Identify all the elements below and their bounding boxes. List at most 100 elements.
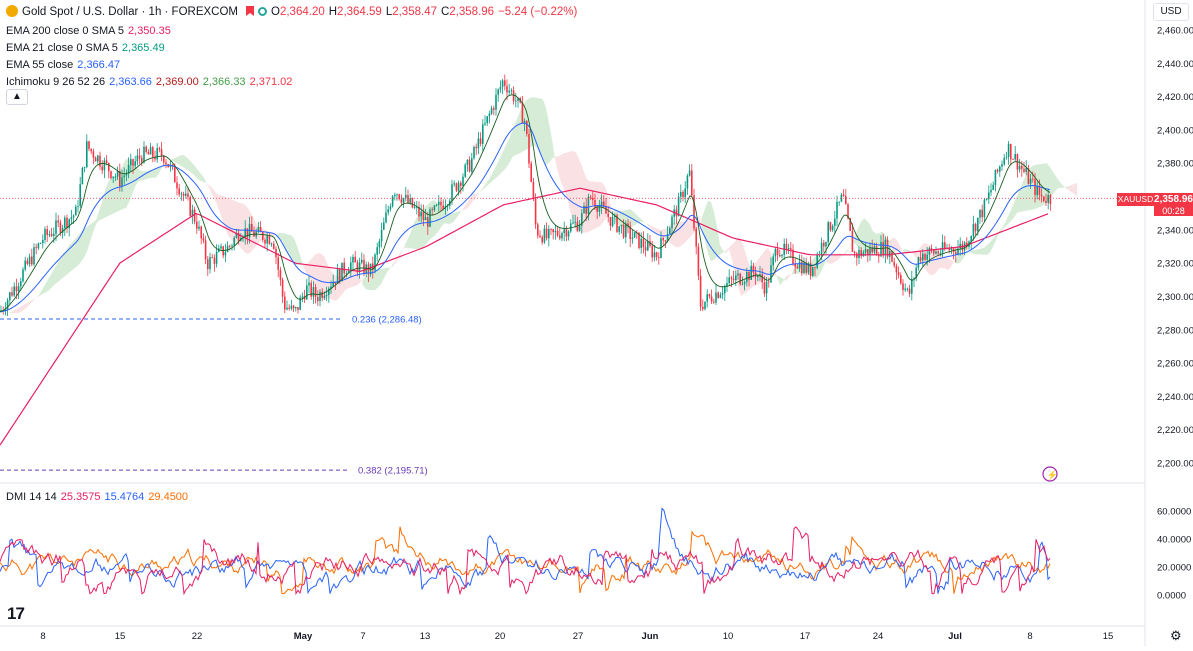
candle-body (200, 226, 202, 239)
time-tick-label: Jul (948, 631, 962, 642)
candle-body (983, 199, 986, 218)
candle-body (64, 217, 66, 229)
candle-body (948, 247, 950, 251)
ichimoku-cloud-segment (477, 191, 480, 196)
ichimoku-cloud-segment (711, 201, 714, 262)
candle-body (160, 149, 163, 157)
candle-body (578, 225, 581, 231)
candle-body (939, 252, 942, 254)
candle-body (297, 307, 299, 310)
candle-body (99, 155, 101, 167)
indicator-ema21[interactable]: EMA 21 close 0 SMA 5 2,365.49 (6, 41, 169, 55)
dmi-legend[interactable]: DMI 14 14 25.3575 15.4764 29.4500 (6, 490, 192, 504)
candle-body (61, 228, 64, 233)
time-tick-label: 15 (1103, 631, 1114, 642)
candle-body (803, 262, 805, 274)
price-tick-label: 2,320.00 (1157, 259, 1193, 270)
candle-body (79, 184, 81, 207)
ichimoku-cloud-segment (837, 253, 840, 261)
candle-body (191, 209, 194, 216)
candle-body (53, 233, 55, 237)
ichimoku-cloud-segment (546, 107, 549, 166)
currency-selector[interactable]: USD (1153, 3, 1189, 21)
candle-body (554, 230, 557, 233)
candle-body (473, 146, 475, 159)
candle-body (0, 310, 2, 312)
candle-body (583, 205, 585, 214)
candle-body (902, 283, 904, 291)
indicator-ichimoku[interactable]: Ichimoku 9 26 52 26 2,363.66 2,369.00 2,366… (6, 75, 296, 89)
ichimoku-cloud-segment (63, 249, 66, 278)
candle-body (246, 228, 249, 238)
candle-body (396, 194, 398, 196)
candle-body (31, 256, 33, 265)
indicator-ema200[interactable]: EMA 200 close 0 SMA 5 2,350.35 (6, 24, 175, 38)
ichimoku-cloud-segment (495, 162, 498, 179)
price-tick-label: 2,260.00 (1157, 359, 1193, 370)
ichimoku-cloud-segment (657, 228, 660, 236)
flag-icon[interactable] (246, 6, 255, 16)
ichimoku-cloud-segment (219, 195, 222, 219)
candle-body (92, 151, 95, 158)
candle-body (477, 138, 480, 149)
price-tag-countdown: 00:28 (1154, 206, 1193, 216)
candle-body (798, 261, 801, 269)
ichimoku-cloud-segment (573, 150, 576, 233)
candle-body (244, 228, 246, 238)
ichimoku-cloud-segment (984, 245, 987, 255)
candle-body (308, 282, 310, 286)
ichimoku-cloud-segment (159, 165, 162, 173)
candle-body (42, 239, 44, 244)
ichimoku-cloud-segment (285, 233, 288, 255)
candle-body (317, 296, 319, 302)
candle-body (121, 177, 123, 187)
candle-body (33, 247, 35, 265)
symbol-title[interactable]: Gold Spot / U.S. Dollar · 1h · FOREXCOM (22, 6, 239, 18)
ichimoku-cloud-segment (441, 206, 444, 228)
candle-body (620, 224, 623, 227)
candle-body (532, 181, 535, 200)
candle-body (134, 161, 136, 166)
ichimoku-cloud-segment (651, 225, 654, 231)
ichimoku-cloud-segment (207, 183, 210, 190)
current-price-tag: XAUUSD 2,358.96 00:28 (1117, 193, 1193, 216)
ichimoku-cloud-segment (129, 159, 132, 203)
collapse-legend-button[interactable]: ▲ (6, 89, 28, 105)
ichimoku-cloud-segment (945, 256, 948, 271)
candle-body (990, 189, 992, 193)
candle-body (600, 201, 603, 207)
ichimoku-cloud-segment (1053, 171, 1056, 195)
candle-body (981, 209, 983, 218)
candle-body (528, 133, 530, 164)
ichimoku-cloud-segment (171, 158, 174, 162)
candle-body (776, 248, 779, 255)
candle-body (587, 196, 590, 214)
indicator-ema55[interactable]: EMA 55 close 2,366.47 (6, 58, 124, 72)
tradingview-logo[interactable]: 17 (7, 604, 25, 623)
chevron-up-icon: ▲ (12, 91, 22, 102)
ichimoku-cloud-segment (360, 278, 363, 286)
ichimoku-span-b: 2,371.02 (249, 76, 293, 88)
candle-body (1047, 195, 1049, 203)
indicator-name: Ichimoku 9 26 52 26 (6, 76, 106, 88)
candle-body (917, 257, 920, 268)
candle-body (838, 201, 840, 203)
candle-body (103, 160, 106, 171)
candle-body (906, 288, 909, 290)
ichimoku-cloud-segment (384, 267, 387, 279)
gear-icon[interactable]: ⚙ (1170, 628, 1182, 643)
candle-body (1036, 185, 1038, 196)
candle-body (165, 162, 167, 165)
candle-body (431, 209, 433, 211)
ichimoku-cloud-segment (906, 249, 909, 253)
candle-body (642, 238, 645, 248)
ichimoku-cloud-segment (201, 173, 204, 183)
candle-body (926, 254, 928, 260)
candle-body (1014, 154, 1016, 160)
candle-body (354, 256, 356, 263)
candle-body (603, 201, 605, 207)
fib-level-label: 0.382 (2,195.71) (358, 466, 428, 477)
candle-body (83, 167, 86, 168)
